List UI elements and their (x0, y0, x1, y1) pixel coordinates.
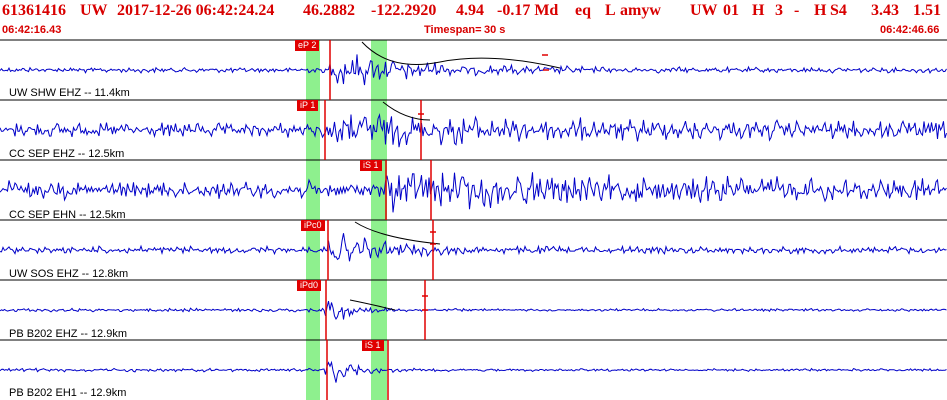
waveform-2 (0, 113, 947, 148)
num-b: 1.51 (913, 2, 941, 19)
hflag: H (814, 2, 827, 19)
waveform-1 (0, 54, 947, 86)
s4: S4 (830, 2, 847, 19)
longitude: -122.2920 (371, 2, 437, 19)
coda-curve-2 (382, 101, 431, 121)
waveform-6 (0, 360, 947, 383)
origin-flag: L (605, 2, 616, 19)
time-start: 06:42:16.43 (2, 24, 62, 36)
trace-label-2: CC SEP EHZ -- 12.5km (9, 148, 125, 160)
author: amyw (620, 2, 661, 19)
coda-curve-4 (354, 221, 441, 245)
timespan-label: Timespan= (424, 24, 482, 36)
pick-label-1[interactable]: eP 2 (295, 40, 320, 51)
event-datetime: 2017-12-26 06:42:24.24 (117, 2, 275, 19)
pick-label-5[interactable]: iPd0 (297, 280, 322, 291)
latitude: 46.2882 (303, 2, 355, 19)
event-id: 61361416 (2, 2, 66, 19)
waveform-3 (0, 172, 947, 213)
waveform-4 (0, 233, 947, 262)
version: 01 (723, 2, 739, 19)
dash: - (794, 2, 800, 19)
source: UW (690, 2, 718, 19)
pick-label-4[interactable]: iPc0 (301, 220, 325, 231)
trace-label-4: UW SOS EHZ -- 12.8km (9, 268, 129, 280)
quality: H (752, 2, 765, 19)
waveform-5 (0, 300, 947, 321)
num-a: 3.43 (871, 2, 899, 19)
coda-curve-1 (361, 41, 561, 69)
pick-label-6[interactable]: iS 1 (362, 340, 384, 351)
trace-label-5: PB B202 EHZ -- 12.9km (9, 328, 127, 340)
trace-label-6: PB B202 EH1 -- 12.9km (9, 387, 127, 399)
event-header: 61361416 UW 2017-12-26 06:42:24.24 46.28… (0, 0, 947, 22)
nphases: 3 (775, 2, 783, 19)
time-end: 06:42:46.66 (880, 24, 940, 36)
trace-label-1: UW SHW EHZ -- 11.4km (9, 87, 130, 99)
magnitude: -0.17 Md (497, 2, 559, 19)
pick-label-2[interactable]: iP 1 (297, 100, 319, 111)
depth: 4.94 (456, 2, 484, 19)
trace-label-3: CC SEP EHN -- 12.5km (9, 209, 126, 221)
timespan-value: 30 s (484, 24, 506, 36)
network: UW (80, 2, 108, 19)
coda-curve-5 (349, 299, 396, 311)
pick-label-3[interactable]: iS 1 (360, 160, 382, 171)
event-type: eq (575, 2, 591, 19)
